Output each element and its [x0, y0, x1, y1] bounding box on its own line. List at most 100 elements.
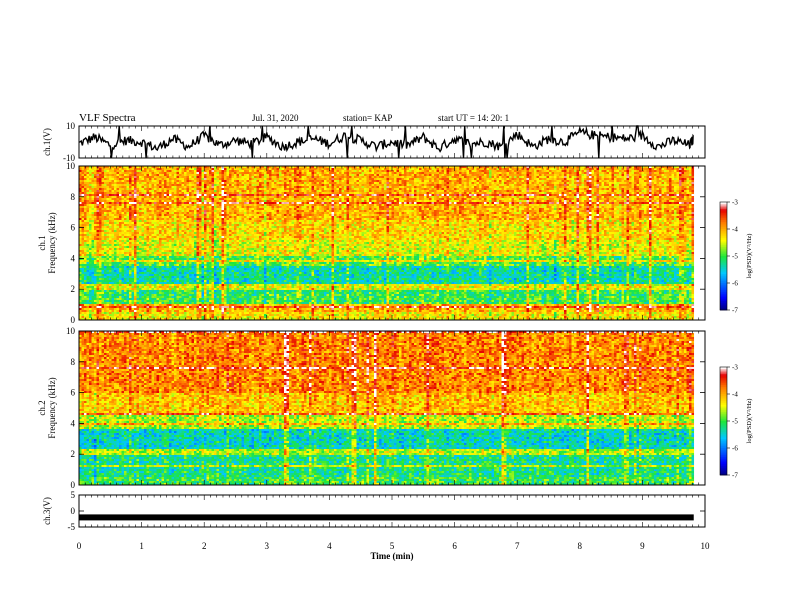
- spectrogram-cell: [684, 186, 687, 189]
- spectrogram-cell: [654, 188, 657, 191]
- spectrogram-cell: [204, 200, 207, 203]
- spectrogram-cell: [209, 176, 212, 179]
- spectrogram-cell: [519, 196, 522, 199]
- spectrogram-cell: [574, 184, 577, 187]
- spectrogram-cell: [416, 200, 420, 203]
- spectrogram-cell: [266, 198, 270, 201]
- spectrogram-cell: [624, 196, 627, 199]
- spectrogram-cell: [209, 188, 212, 191]
- spectrogram-cell: [396, 168, 400, 171]
- spectrogram-cell: [226, 174, 230, 177]
- spectrogram-cell: [401, 170, 405, 173]
- spectrogram-cell: [89, 168, 92, 171]
- spectrogram-cell: [146, 200, 150, 203]
- spectrogram-cell: [601, 186, 605, 189]
- spectrogram-cell: [169, 192, 172, 195]
- spectrogram-cell: [229, 166, 232, 169]
- spectrogram-cell: [176, 202, 180, 205]
- spectrogram-cell: [459, 174, 462, 177]
- spectrogram-cell: [619, 166, 622, 169]
- spectrogram-cell: [79, 192, 82, 195]
- spectrogram-cell: [139, 194, 142, 197]
- spectrogram-cell: [541, 172, 545, 175]
- spectrogram-cell: [116, 184, 120, 187]
- spectrogram-cell: [581, 174, 585, 177]
- spectrogram-cell: [91, 188, 95, 191]
- spectrogram-cell: [269, 202, 272, 205]
- spectrogram-cell: [429, 172, 432, 175]
- spectrogram-cell: [651, 172, 655, 175]
- spectrogram-cell: [526, 178, 530, 181]
- spectrogram-cell: [504, 198, 507, 201]
- spectrogram-cell: [281, 196, 285, 199]
- spectrogram-cell: [279, 176, 282, 179]
- spectrogram-cell: [544, 166, 547, 169]
- spectrogram-cell: [464, 190, 467, 193]
- spectrogram-cell: [146, 172, 150, 175]
- spectrogram-cell: [91, 168, 95, 171]
- spectrogram-cell: [566, 170, 570, 173]
- spectrogram-cell: [656, 198, 660, 201]
- spectrogram-cell: [451, 172, 455, 175]
- spectrogram-cell: [454, 176, 457, 179]
- spectrogram-cell: [256, 190, 260, 193]
- spectrogram-cell: [154, 178, 157, 181]
- spectrogram-cell: [591, 184, 595, 187]
- spectrogram-cell: [664, 176, 667, 179]
- spectrogram-cell: [116, 196, 120, 199]
- spectrogram-cell: [426, 172, 430, 175]
- spectrogram-cell: [684, 188, 687, 191]
- spectrogram-cell: [261, 194, 265, 197]
- spectrogram-cell: [521, 184, 525, 187]
- spectrogram-cell: [446, 190, 450, 193]
- spectrogram-cell: [559, 174, 562, 177]
- spectrogram-cell: [454, 202, 457, 205]
- spectrogram-cell: [211, 202, 215, 205]
- spectrogram-cell: [581, 170, 585, 173]
- spectrogram-cell: [184, 176, 187, 179]
- spectrogram-cell: [186, 202, 190, 205]
- spectrogram-cell: [499, 172, 502, 175]
- spectrogram-cell: [449, 176, 452, 179]
- spectrogram-cell: [254, 166, 257, 169]
- spectrogram-cell: [414, 178, 417, 181]
- spectrogram-cell: [414, 194, 417, 197]
- spectrogram-cell: [599, 182, 602, 185]
- spectrogram-cell: [201, 180, 205, 183]
- spectrogram-cell: [251, 200, 255, 203]
- spectrogram-cell: [119, 182, 122, 185]
- spectrogram-cell: [439, 176, 442, 179]
- spectrogram-cell: [171, 184, 175, 187]
- spectrogram-cell: [391, 170, 395, 173]
- spectrogram-cell: [544, 180, 547, 183]
- spectrogram-cell: [541, 176, 545, 179]
- spectrogram-cell: [634, 168, 637, 171]
- spectrogram-cell: [649, 176, 652, 179]
- spectrogram-cell: [174, 202, 177, 205]
- spectrogram-cell: [416, 178, 420, 181]
- spectrogram-cell: [164, 180, 167, 183]
- spectrogram-cell: [301, 188, 305, 191]
- spectrogram-cell: [514, 174, 517, 177]
- spectrogram-cell: [256, 192, 260, 195]
- spectrogram-cell: [224, 190, 227, 193]
- spectrogram-cell: [629, 186, 632, 189]
- spectrogram-cell: [444, 172, 447, 175]
- spectrogram-cell: [381, 196, 385, 199]
- spectrogram-cell: [224, 192, 227, 195]
- spectrogram-cell: [226, 182, 230, 185]
- spectrogram-cell: [494, 172, 497, 175]
- spectrogram-cell: [644, 178, 647, 181]
- spectrogram-cell: [249, 188, 252, 191]
- spectrogram-cell: [249, 178, 252, 181]
- spectrogram-cell: [526, 196, 530, 199]
- spectrogram-cell: [534, 198, 537, 201]
- spectrogram-cell: [561, 198, 565, 201]
- spectrogram-cell: [491, 180, 495, 183]
- spectrogram-cell: [646, 166, 650, 169]
- spectrogram-cell: [571, 182, 575, 185]
- spectrogram-cell: [329, 180, 332, 183]
- spectrogram-cell: [154, 194, 157, 197]
- spectrogram-cell: [586, 172, 590, 175]
- spectrogram-cell: [604, 172, 607, 175]
